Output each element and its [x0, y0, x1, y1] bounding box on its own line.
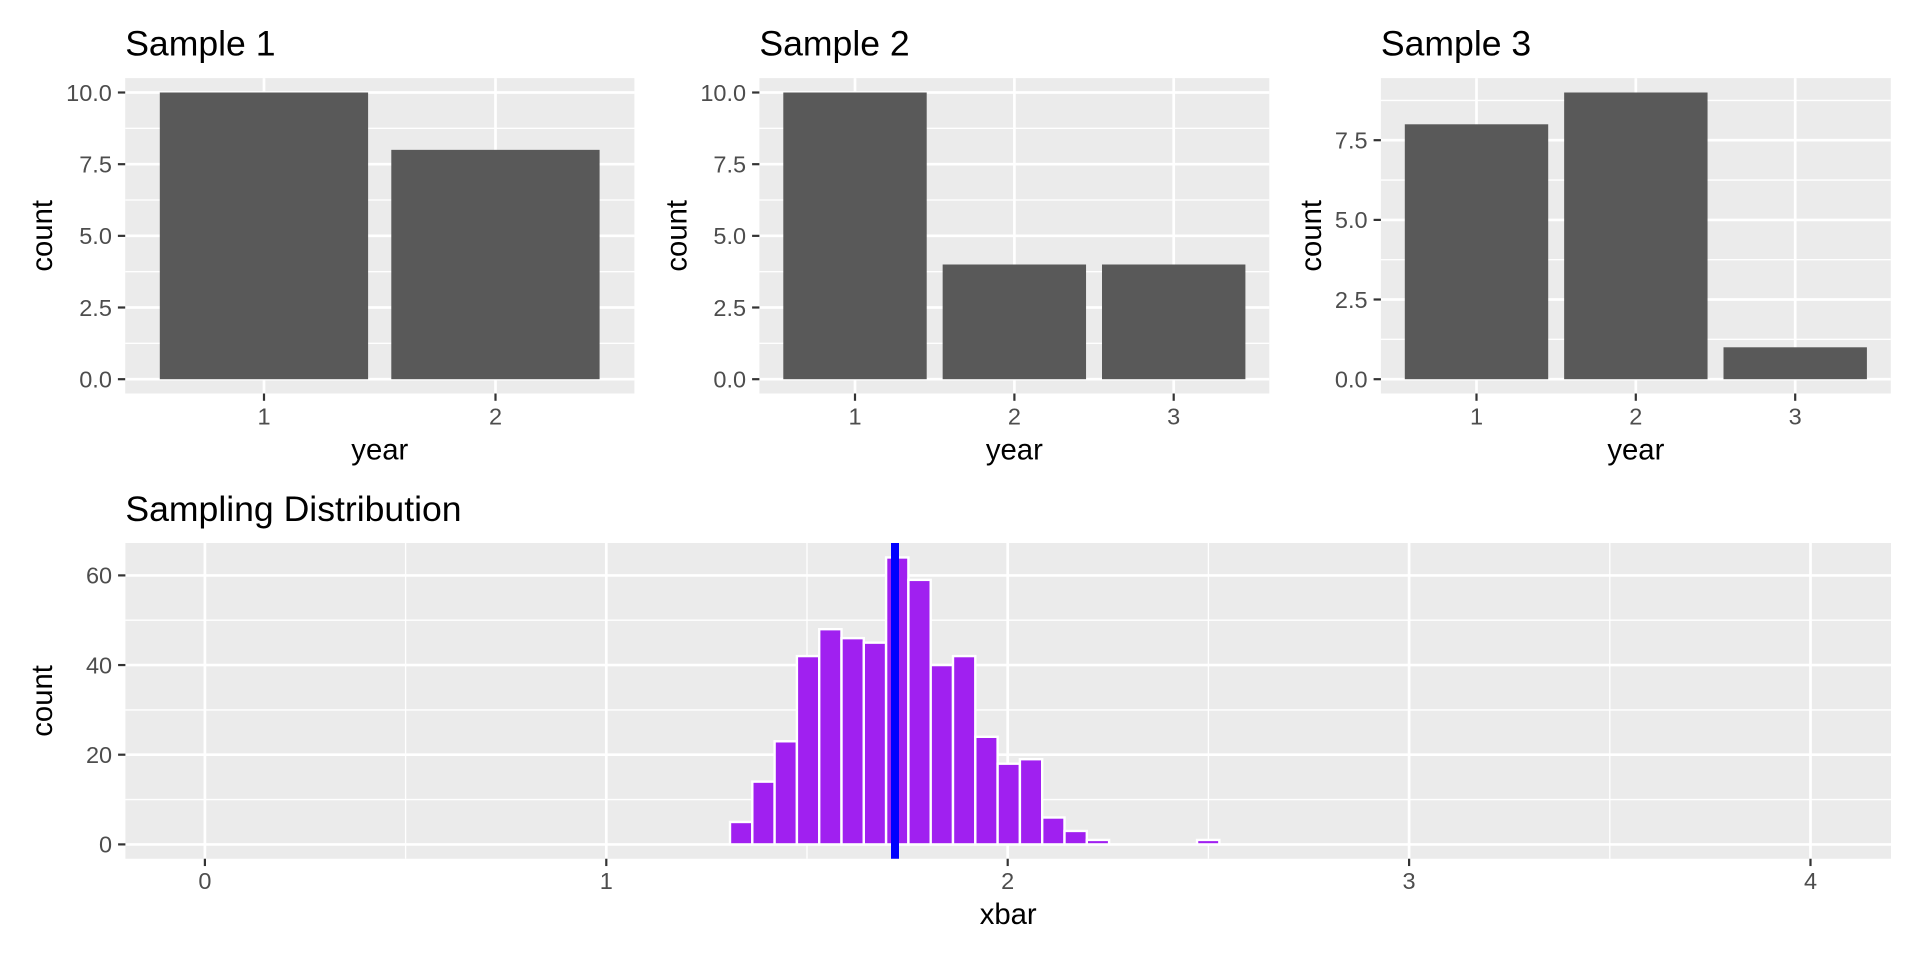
svg-text:year: year — [351, 433, 408, 466]
svg-text:xbar: xbar — [980, 898, 1037, 931]
svg-text:count: count — [660, 200, 693, 272]
svg-text:7.5: 7.5 — [1335, 128, 1368, 154]
svg-text:1: 1 — [848, 404, 861, 430]
svg-text:0.0: 0.0 — [79, 367, 112, 393]
svg-text:2: 2 — [1001, 868, 1014, 894]
svg-text:7.5: 7.5 — [713, 152, 746, 178]
svg-text:0.0: 0.0 — [713, 367, 746, 393]
svg-text:year: year — [986, 433, 1043, 466]
svg-text:60: 60 — [86, 563, 112, 589]
svg-text:5.0: 5.0 — [713, 223, 746, 249]
svg-text:Sample 3: Sample 3 — [1381, 24, 1531, 64]
svg-text:0.0: 0.0 — [1335, 367, 1368, 393]
svg-text:40: 40 — [86, 652, 112, 678]
svg-text:5.0: 5.0 — [79, 223, 112, 249]
svg-text:10.0: 10.0 — [66, 80, 112, 106]
svg-text:7.5: 7.5 — [79, 152, 112, 178]
svg-text:20: 20 — [86, 742, 112, 768]
svg-text:0: 0 — [99, 832, 112, 858]
svg-text:year: year — [1607, 433, 1664, 466]
svg-text:2: 2 — [489, 404, 502, 430]
svg-text:1: 1 — [1470, 404, 1483, 430]
svg-text:Sample 2: Sample 2 — [759, 24, 909, 64]
svg-text:count: count — [26, 665, 59, 737]
svg-text:Sample 1: Sample 1 — [125, 24, 275, 64]
svg-text:2.5: 2.5 — [713, 295, 746, 321]
svg-text:0: 0 — [198, 868, 211, 894]
svg-text:4: 4 — [1804, 868, 1817, 894]
svg-text:2.5: 2.5 — [79, 295, 112, 321]
svg-text:1: 1 — [257, 404, 270, 430]
svg-text:2: 2 — [1008, 404, 1021, 430]
svg-text:1: 1 — [600, 868, 613, 894]
svg-text:5.0: 5.0 — [1335, 207, 1368, 233]
svg-text:Sampling Distribution: Sampling Distribution — [125, 489, 461, 529]
svg-text:2.5: 2.5 — [1335, 287, 1368, 313]
svg-text:10.0: 10.0 — [700, 80, 746, 106]
svg-text:3: 3 — [1789, 404, 1802, 430]
svg-text:3: 3 — [1403, 868, 1416, 894]
svg-text:count: count — [1295, 200, 1328, 272]
svg-text:count: count — [26, 200, 59, 272]
svg-text:2: 2 — [1629, 404, 1642, 430]
svg-text:3: 3 — [1167, 404, 1180, 430]
